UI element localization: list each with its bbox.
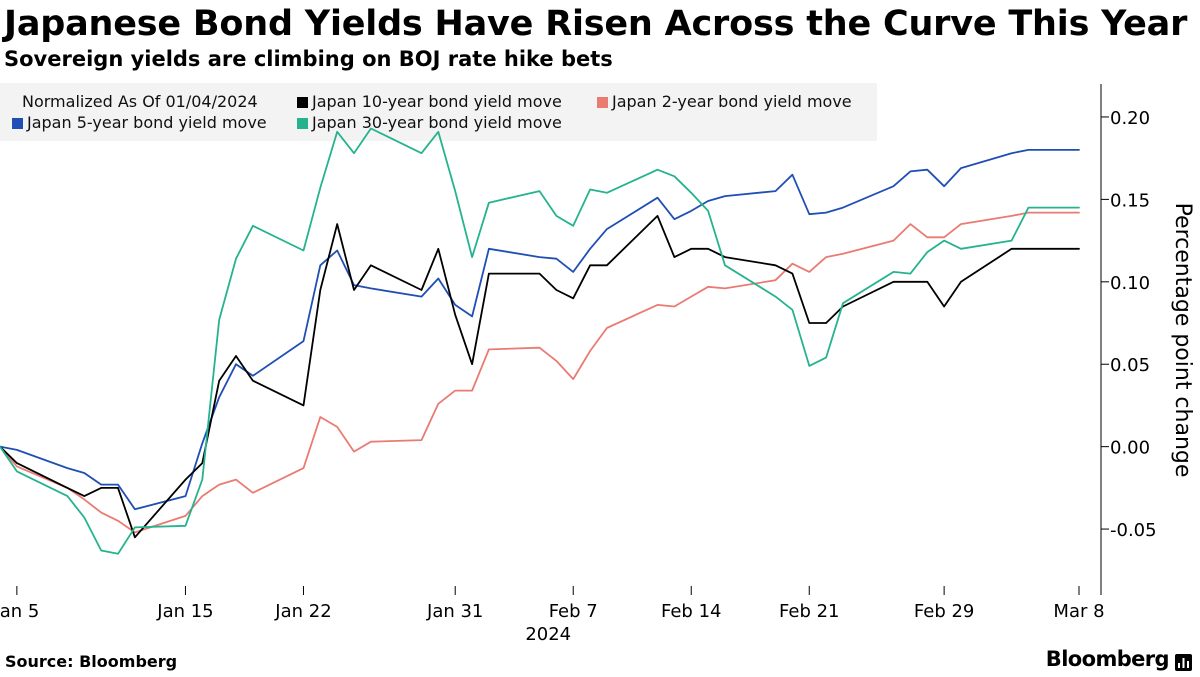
x-axis-year-label: 2024 bbox=[525, 624, 571, 645]
chart-subtitle: Sovereign yields are climbing on BOJ rat… bbox=[4, 47, 613, 71]
series-line-30y bbox=[0, 127, 1080, 555]
legend-item-10y: Japan 10-year bond yield move bbox=[297, 92, 562, 112]
legend-item-30y: Japan 30-year bond yield move bbox=[297, 113, 562, 133]
legend-note: Normalized As Of 01/04/2024 bbox=[22, 92, 258, 111]
x-tick-label: Jan 31 bbox=[426, 601, 483, 622]
legend-swatch-5y bbox=[12, 117, 23, 129]
series-line-2y bbox=[0, 211, 1080, 534]
legend-item-2y: Japan 2-year bond yield move bbox=[597, 92, 852, 112]
bloomberg-terminal-icon bbox=[1175, 651, 1192, 671]
y-tick-label: 0.10 bbox=[1110, 273, 1150, 294]
legend: Normalized As Of 01/04/2024 Japan 10-yea… bbox=[0, 83, 877, 141]
x-tick-label: Feb 14 bbox=[661, 601, 722, 622]
legend-swatch-10y bbox=[297, 96, 308, 108]
brand-logo: Bloomberg bbox=[1046, 646, 1192, 672]
y-tick-label: 0.15 bbox=[1110, 190, 1150, 211]
source-note: Source: Bloomberg bbox=[5, 652, 178, 671]
legend-swatch-30y bbox=[297, 117, 308, 129]
x-tick-label: Feb 29 bbox=[914, 601, 975, 622]
legend-item-5y: Japan 5-year bond yield move bbox=[12, 113, 267, 133]
y-tick-label: -0.05 bbox=[1110, 520, 1157, 541]
x-tick-label: Mar 8 bbox=[1053, 601, 1104, 622]
x-tick-label: Feb 21 bbox=[779, 601, 840, 622]
x-tick-label: Jan 22 bbox=[274, 601, 331, 622]
legend-swatch-2y bbox=[597, 96, 608, 108]
x-tick-label: Jan 5 bbox=[0, 601, 39, 622]
y-tick-label: 0.00 bbox=[1110, 438, 1150, 459]
chart-title: Japanese Bond Yields Have Risen Across t… bbox=[4, 4, 1188, 44]
series-line-10y bbox=[0, 214, 1080, 539]
x-tick-label: Jan 15 bbox=[156, 601, 213, 622]
x-tick-label: Feb 7 bbox=[549, 601, 598, 622]
series-line-5y bbox=[0, 148, 1080, 511]
y-axis-title: Percentage point change bbox=[1170, 203, 1195, 478]
brand-name: Bloomberg bbox=[1045, 647, 1170, 671]
y-tick-label: 0.05 bbox=[1110, 355, 1150, 376]
y-tick-label: 0.20 bbox=[1110, 108, 1150, 129]
